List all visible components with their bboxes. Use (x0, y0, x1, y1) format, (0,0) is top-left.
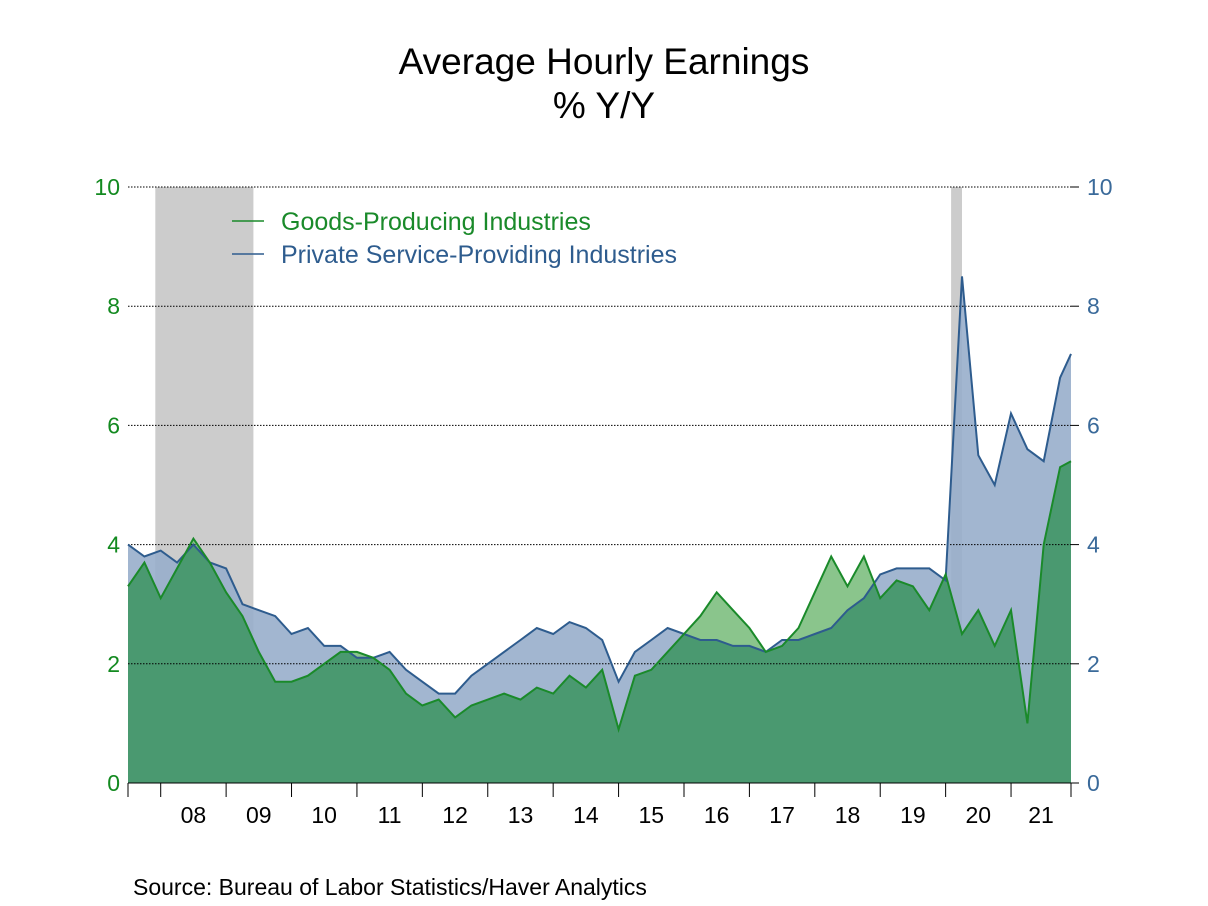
x-tick-label: 20 (966, 802, 992, 828)
y-tick-label-left: 2 (107, 651, 120, 677)
y-tick-label-left: 6 (107, 412, 120, 438)
series-lines (127, 276, 1072, 733)
y-tick-label-right: 10 (1087, 174, 1113, 200)
y-tick-label-right: 6 (1087, 412, 1100, 438)
source-note: Source: Bureau of Labor Statistics/Haver… (133, 874, 647, 900)
chart-title: Average Hourly Earnings % Y/Y (0, 40, 1208, 128)
legend-label: Private Service-Providing Industries (281, 241, 677, 269)
legend: Goods-Producing Industries Private Servic… (232, 208, 677, 269)
y-tick-label-right: 0 (1087, 770, 1100, 796)
x-tick-label: 10 (311, 802, 337, 828)
series-areas (128, 276, 1071, 783)
x-tick-label: 21 (1028, 802, 1054, 828)
y-tick-label-right: 4 (1087, 532, 1100, 558)
y-tick-label-right: 8 (1087, 293, 1100, 319)
x-tick-label: 17 (769, 802, 795, 828)
legend-label: Goods-Producing Industries (281, 208, 591, 236)
y-tick-label-left: 10 (94, 174, 120, 200)
overlap-area (128, 461, 1071, 783)
x-tick-label: 14 (573, 802, 599, 828)
axes: 0 0 2 2 4 4 6 6 8 8 10 10 08 09 10 11 12 13 14 15 16 17 18 19 20… (94, 174, 1112, 828)
services-line (127, 276, 1072, 695)
x-tick-label: 16 (704, 802, 730, 828)
gridlines (128, 186, 1071, 665)
x-tick-label: 18 (835, 802, 861, 828)
y-tick-label-left: 0 (107, 770, 120, 796)
y-tick-label-left: 8 (107, 293, 120, 319)
x-tick-label: 13 (508, 802, 534, 828)
x-tick-label: 15 (639, 802, 665, 828)
y-tick-label-left: 4 (107, 532, 120, 558)
x-tick-label: 11 (378, 802, 402, 828)
x-tick-label: 08 (181, 802, 207, 828)
x-tick-label: 12 (442, 802, 468, 828)
chart-title-line: Average Hourly Earnings (398, 41, 810, 82)
goods-line (127, 460, 1072, 733)
x-tick-label: 19 (900, 802, 926, 828)
chart-subtitle-line: % Y/Y (552, 85, 656, 126)
x-tick-label: 09 (246, 802, 272, 828)
y-tick-label-right: 2 (1087, 651, 1100, 677)
